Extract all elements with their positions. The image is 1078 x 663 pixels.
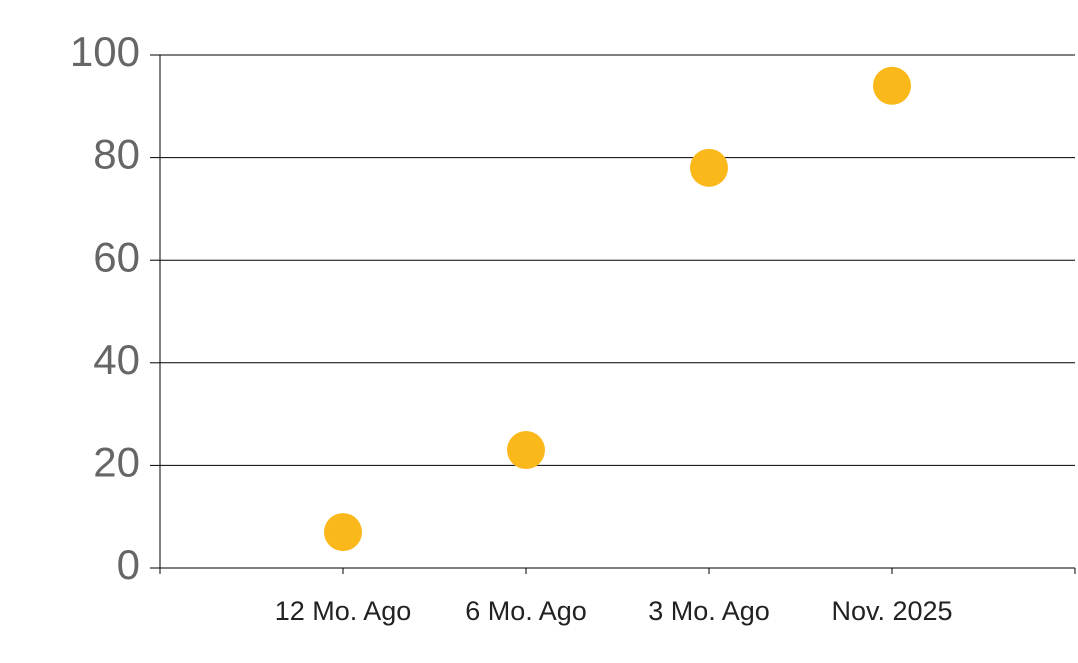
point	[324, 513, 362, 552]
y-tick-label: 40	[93, 336, 140, 383]
y-tick-label: 100	[70, 28, 140, 75]
x-tick-label: Nov. 2025	[831, 596, 952, 626]
y-tick-label: 80	[93, 131, 140, 178]
y-tick-label: 0	[117, 541, 140, 588]
point	[873, 66, 911, 105]
point	[507, 431, 545, 470]
x-tick-label: 12 Mo. Ago	[275, 596, 412, 626]
point	[690, 148, 728, 187]
y-tick-label: 60	[93, 233, 140, 280]
y-tick-label: 20	[93, 438, 140, 485]
x-tick-label: 3 Mo. Ago	[648, 596, 770, 626]
x-tick-label: 6 Mo. Ago	[465, 596, 587, 626]
